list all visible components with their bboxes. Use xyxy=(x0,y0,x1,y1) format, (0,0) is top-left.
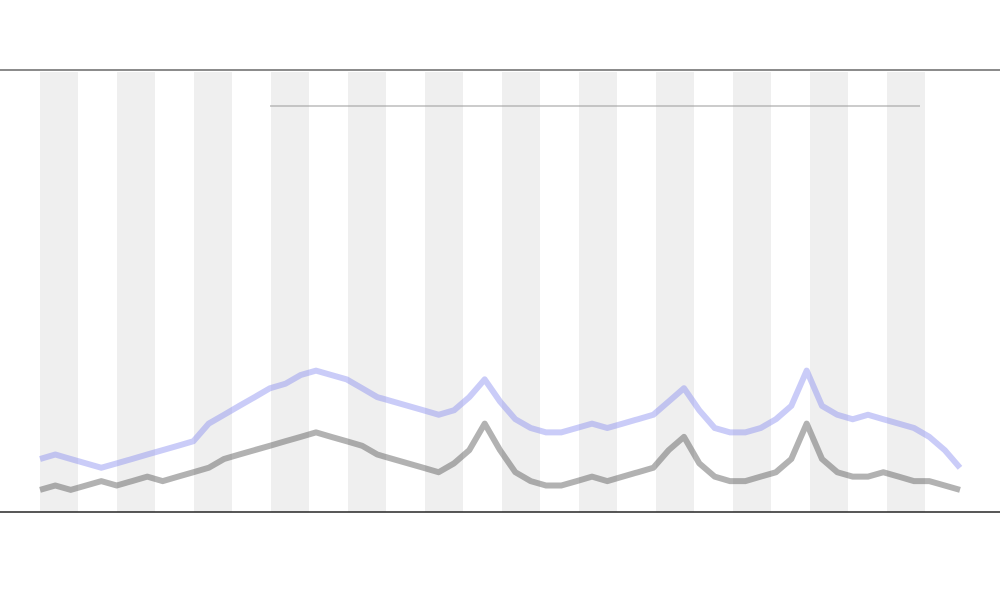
band xyxy=(194,72,232,512)
band xyxy=(656,72,694,512)
series-line xyxy=(39,367,963,471)
band xyxy=(271,72,309,512)
band xyxy=(117,72,155,512)
band xyxy=(40,72,78,512)
band xyxy=(502,72,540,512)
band xyxy=(348,72,386,512)
band xyxy=(810,72,848,512)
shaded-bands xyxy=(40,72,925,512)
band xyxy=(733,72,771,512)
band xyxy=(887,72,925,512)
band xyxy=(425,72,463,512)
band xyxy=(579,72,617,512)
series-line xyxy=(39,420,961,493)
